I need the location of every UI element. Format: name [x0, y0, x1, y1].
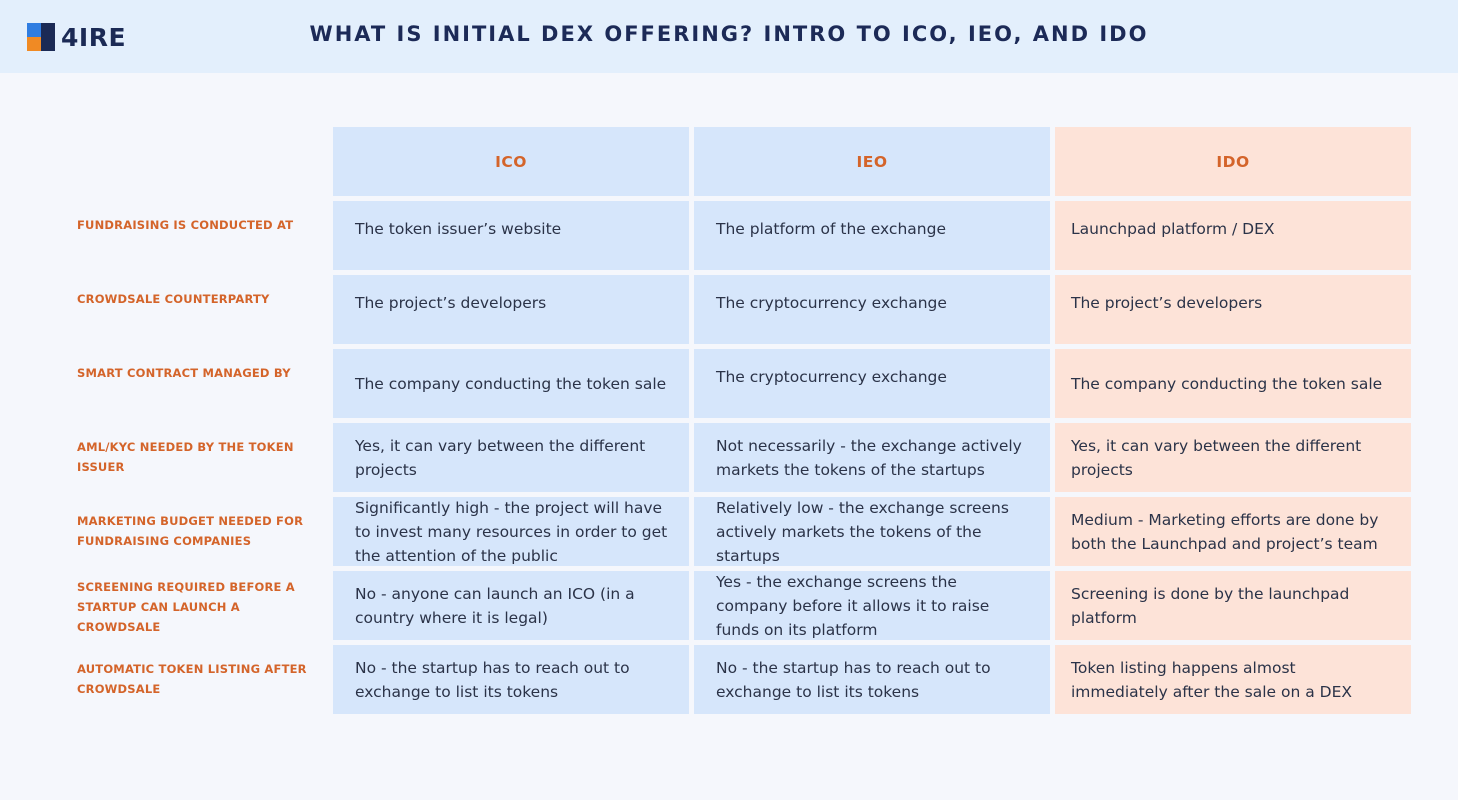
table-cell: The cryptocurrency exchange [694, 349, 1050, 418]
row-label-smart-contract-managed-by: SMART CONTRACT MANAGED BY [77, 366, 291, 380]
table-cell: Relatively low - the exchange screens ac… [694, 497, 1050, 566]
table-cell: The cryptocurrency exchange [694, 275, 1050, 344]
brand-logo[interactable]: 4IRE [27, 20, 126, 54]
column-header-ieo: IEO [694, 127, 1050, 196]
header-bar: 4IRE WHAT IS INITIAL DEX OFFERING? INTRO… [0, 0, 1458, 73]
table-cell: The company conducting the token sale [1055, 349, 1411, 418]
table-cell: The project’s developers [333, 275, 689, 344]
table-cell: Medium - Marketing efforts are done by b… [1055, 497, 1411, 566]
logo-mark-icon [27, 23, 55, 51]
row-label-aml-kyc-needed: AML/KYC NEEDED BY THE TOKEN ISSUER [77, 440, 294, 474]
table-cell: Screening is done by the launchpad platf… [1055, 571, 1411, 640]
table-cell: The project’s developers [1055, 275, 1411, 344]
row-label-automatic-token-listing: AUTOMATIC TOKEN LISTING AFTER CROWDSALE [77, 662, 307, 696]
table-cell: Significantly high - the project will ha… [333, 497, 689, 566]
column-header-ido: IDO [1055, 127, 1411, 196]
row-label-crowdsale-counterparty: CROWDSALE COUNTERPARTY [77, 292, 270, 306]
table-cell: Token listing happens almost immediately… [1055, 645, 1411, 714]
table-cell: Launchpad platform / DEX [1055, 201, 1411, 270]
row-label-marketing-budget-needed: MARKETING BUDGET NEEDED FOR FUNDRAISING … [77, 514, 304, 548]
table-cell: Yes, it can vary between the different p… [1055, 423, 1411, 492]
row-label-screening-required: SCREENING REQUIRED BEFORE A STARTUP CAN … [77, 580, 295, 634]
table-cell: Not necessarily - the exchange actively … [694, 423, 1050, 492]
table-cell: No - the startup has to reach out to exc… [694, 645, 1050, 714]
page-title: WHAT IS INITIAL DEX OFFERING? INTRO TO I… [309, 22, 1149, 46]
table-cell: The token issuer’s website [333, 201, 689, 270]
table-cell: Yes - the exchange screens the company b… [694, 571, 1050, 640]
table-cell: The company conducting the token sale [333, 349, 689, 418]
table-cell: No - the startup has to reach out to exc… [333, 645, 689, 714]
table-cell: Yes, it can vary between the different p… [333, 423, 689, 492]
logo-text: 4IRE [61, 22, 127, 52]
row-label-fundraising-conducted-at: FUNDRAISING IS CONDUCTED AT [77, 218, 294, 232]
table-cell: No - anyone can launch an ICO (in a coun… [333, 571, 689, 640]
column-header-ico: ICO [333, 127, 689, 196]
table-cell: The platform of the exchange [694, 201, 1050, 270]
